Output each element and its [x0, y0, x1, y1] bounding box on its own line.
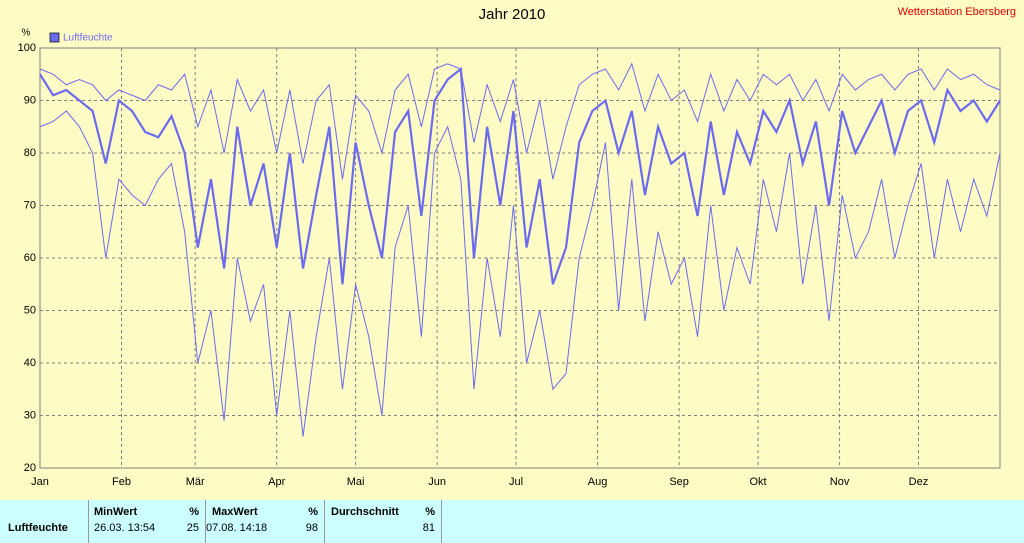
- table-cell: Luftfeuchte: [0, 500, 89, 543]
- header: MaxWert: [212, 506, 258, 518]
- table-cell: MinWert % 26.03. 13:54 25: [89, 500, 206, 543]
- x-tick-label: Jul: [509, 476, 523, 488]
- cell-text: 25: [186, 522, 199, 534]
- y-tick-label: 90: [24, 94, 36, 106]
- x-tick-label: Feb: [112, 476, 131, 488]
- chart: Jahr 2010 Wetterstation Ebersberg % Luft…: [18, 6, 1016, 488]
- legend-swatch: [49, 32, 60, 43]
- x-tick-label: Jun: [428, 476, 446, 488]
- header: %: [425, 506, 435, 518]
- legend-label: Luftfeuchte: [63, 33, 113, 44]
- y-tick-label: 100: [18, 42, 36, 54]
- summary-table: Luftfeuchte MinWert % 26.03. 13:54 25 Ma…: [0, 500, 1024, 543]
- y-tick-label: 60: [24, 252, 36, 264]
- x-tick-label: Dez: [909, 476, 929, 488]
- header: %: [189, 506, 199, 518]
- x-tick-label: Sep: [669, 476, 689, 488]
- series-line: [39, 110, 1001, 437]
- x-tick-label: Nov: [830, 476, 850, 488]
- header: %: [308, 506, 318, 518]
- x-tick-label: Mär: [186, 476, 205, 488]
- y-axis-label: %: [22, 28, 31, 39]
- series-line: [39, 66, 1001, 285]
- y-tick-label: 40: [24, 357, 36, 369]
- station-name: Wetterstation Ebersberg: [898, 6, 1016, 18]
- x-tick-label: Apr: [268, 476, 285, 488]
- y-tick-label: 50: [24, 304, 36, 316]
- cell-text: 07.08. 14:18: [206, 522, 268, 534]
- y-tick-label: 70: [24, 199, 36, 211]
- x-tick-label: Jan: [31, 476, 49, 488]
- table-cell: Durchschnitt % 81: [325, 500, 442, 543]
- y-tick-label: 30: [24, 409, 36, 421]
- header: Durchschnitt: [331, 506, 399, 518]
- cell-text: 98: [305, 522, 318, 534]
- row-label: Luftfeuchte: [8, 522, 68, 534]
- series-line: [39, 62, 1001, 180]
- cell-text: 81: [422, 522, 435, 534]
- x-tick-label: Mai: [347, 476, 365, 488]
- table-cell: MaxWert % 07.08. 14:18 98: [206, 500, 325, 543]
- y-tick-label: 20: [24, 462, 36, 474]
- chart-title: Jahr 2010: [479, 6, 546, 23]
- x-tick-label: Aug: [588, 476, 608, 488]
- x-tick-label: Okt: [749, 476, 766, 488]
- header: MinWert: [94, 506, 138, 518]
- y-tick-label: 80: [24, 147, 36, 159]
- cell-text: 26.03. 13:54: [94, 522, 156, 534]
